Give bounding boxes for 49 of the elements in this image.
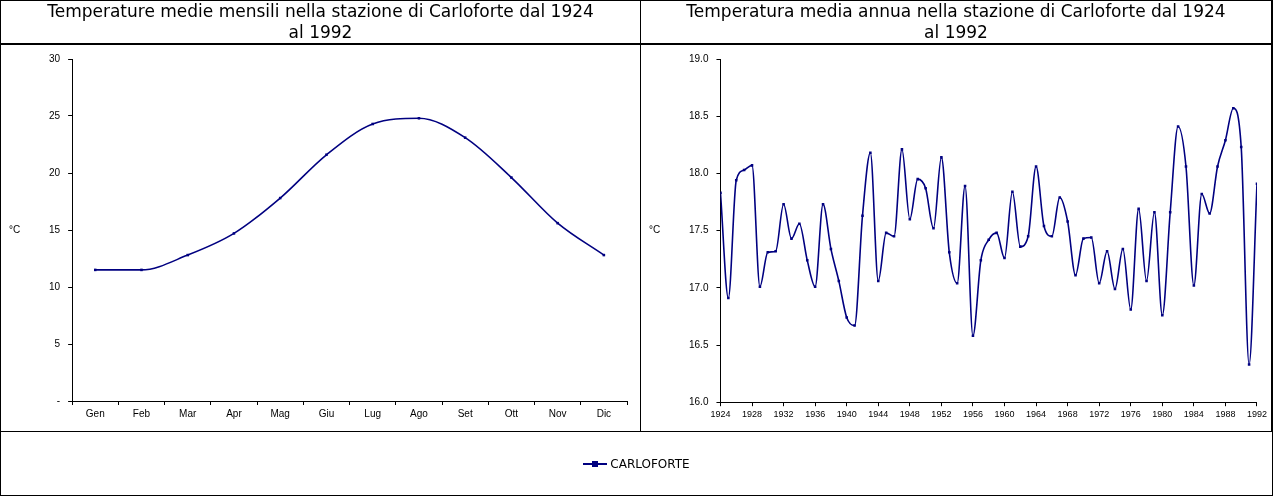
x-tick-label: 1956	[962, 409, 983, 420]
x-tick-label: Dic	[596, 407, 612, 419]
chart-title: Temperatura media annua nella stazione di Carloforte dal 1924 al 1992	[641, 1, 1271, 45]
x-tick-label: 1928	[742, 409, 763, 420]
x-tick-label: 1992	[1246, 409, 1267, 420]
x-tick-label: 1940	[836, 409, 857, 420]
x-tick-label: Ago	[410, 407, 429, 419]
y-tick-label: 17.0	[688, 281, 709, 293]
x-tick-label: Lug	[364, 407, 382, 419]
y-axis-title: °C	[649, 224, 661, 236]
x-tick-label: 1972	[1089, 409, 1110, 420]
x-tick-label: Giu	[318, 407, 335, 419]
x-tick-label: 1944	[868, 409, 889, 420]
y-tick-label: 16.0	[688, 395, 709, 407]
x-tick-label: Nov	[548, 407, 567, 419]
y-tick-label: 15	[49, 223, 61, 235]
y-tick-label: 16.5	[688, 338, 709, 350]
y-tick-label: 17.5	[688, 224, 709, 236]
x-tick-label: Mag	[270, 407, 290, 419]
x-tick-label: 1980	[1152, 409, 1173, 420]
x-tick-label: Gen	[85, 407, 105, 419]
y-tick-label: 19.0	[688, 52, 709, 64]
legend-label: CARLOFORTE	[610, 457, 690, 471]
x-tick-label: 1924	[710, 409, 731, 420]
x-tick-label: 1968	[1057, 409, 1078, 420]
y-tick-label: -	[56, 394, 61, 406]
y-tick-label: 18.5	[688, 109, 709, 121]
x-tick-label: 1988	[1215, 409, 1236, 420]
x-tick-label: 1984	[1183, 409, 1204, 420]
x-tick-label: 1948	[899, 409, 920, 420]
x-tick-label: 1952	[931, 409, 952, 420]
x-tick-label: 1936	[805, 409, 826, 420]
y-tick-label: 5	[54, 337, 61, 349]
y-tick-label: 18.0	[688, 167, 709, 179]
x-tick-label: Feb	[132, 407, 151, 419]
x-tick-label: 1964	[1026, 409, 1047, 420]
y-tick-label: 30	[49, 52, 61, 64]
x-tick-label: 1976	[1120, 409, 1141, 420]
x-tick-label: 1960	[994, 409, 1015, 420]
y-tick-label: 10	[49, 280, 61, 292]
x-tick-label: Ott	[504, 407, 519, 419]
x-tick-label: Set	[457, 407, 473, 419]
x-tick-label: Mar	[179, 407, 197, 419]
y-tick-label: 20	[49, 166, 61, 178]
chart-title: Temperature medie mensili nella stazione di Carloforte dal 1924 al 1992	[1, 1, 640, 45]
y-axis-title: °C	[9, 223, 21, 235]
x-tick-label: Apr	[226, 407, 243, 419]
x-tick-label: 1932	[773, 409, 794, 420]
y-tick-label: 25	[49, 109, 61, 121]
